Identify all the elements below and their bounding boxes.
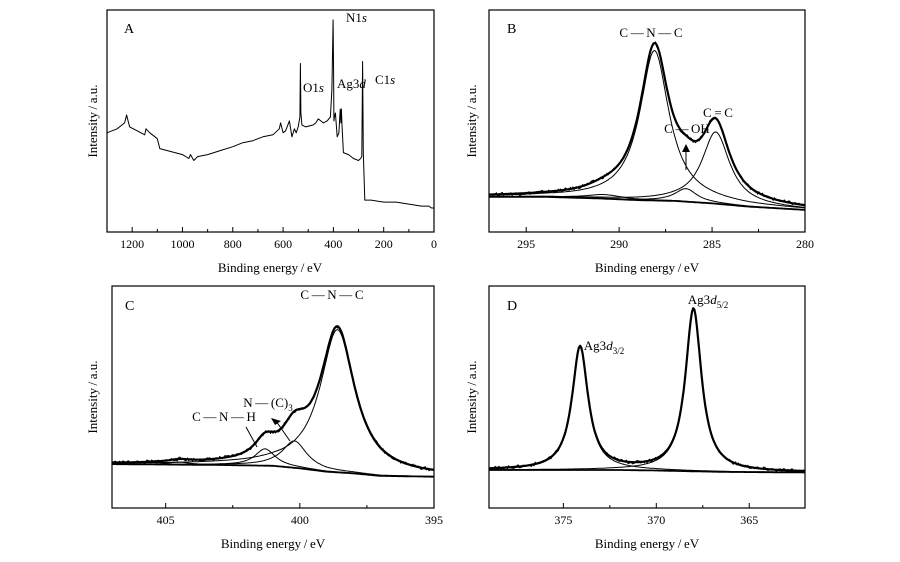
panel-b-measured-trace (488, 41, 805, 206)
panel-b-frame (488, 9, 806, 233)
panel-d-xlabel: Binding energy / eV (595, 536, 700, 551)
panel-b: B 295 290 285 280 Binding energy / eV Inten… (464, 9, 814, 275)
panel-a: A 1200 1000 800 600 400 200 0 Binding energy /… (85, 9, 437, 275)
panel-a-xtick-label-400: 400 (324, 237, 342, 251)
annotation-nc3: N — (C)3 (243, 395, 293, 413)
panel-b-xlabel: Binding energy / eV (595, 260, 700, 275)
arrow-nc3 (275, 420, 291, 442)
panel-d-background-3 (489, 469, 805, 474)
panel-b-xtick-label-290: 290 (610, 237, 628, 251)
annotation-nc3-main: N — (C) (243, 395, 288, 410)
annotation-ag3d32-main: Ag3 (584, 338, 606, 353)
panel-d-frame (488, 285, 806, 509)
panel-a-xtick-label-800: 800 (224, 237, 242, 251)
panel-c-plot: 405 400 395 (111, 325, 443, 527)
panel-d-component-0 (489, 346, 805, 473)
panel-d: D 375 370 365 Binding energy / eV Intensit… (464, 285, 806, 551)
panel-b-xtick-label-295: 295 (517, 237, 535, 251)
panel-d-ylabel: Intensity / a.u. (464, 360, 479, 433)
annotation-c1s: C1s (375, 72, 395, 87)
panel-b-component-0 (488, 50, 806, 209)
panel-b-ylabel: Intensity / a.u. (464, 84, 479, 157)
annotation-nc3-sub: 3 (288, 403, 293, 413)
panel-a-spectrum-0 (106, 19, 434, 209)
annotation-ag3d52-sub: 5/2 (717, 300, 729, 310)
panel-c-component-1 (111, 440, 434, 477)
panel-b-letter: B (507, 22, 516, 37)
panel-b-xtick-label-280: 280 (796, 237, 814, 251)
panel-c-frame (111, 285, 435, 509)
annotation-cnc-c: C — N — C (300, 287, 363, 302)
panel-a-xtick-label-200: 200 (375, 237, 393, 251)
panel-c-xtick-label-395: 395 (425, 513, 443, 527)
annotation-ag3d32-sub: 3/2 (613, 346, 625, 356)
arrowhead-nc3 (271, 418, 281, 425)
annotation-ag3d: Ag3d (337, 76, 366, 91)
panel-d-envelope-2 (488, 307, 805, 473)
panel-c: C 405 400 395 Binding energy / eV Intensit… (85, 285, 443, 551)
annotation-o1s: O1s (303, 80, 324, 95)
annotation-ag3d32-italic: d (606, 338, 613, 353)
panel-c-letter: C (125, 299, 134, 314)
panel-c-measured-trace (111, 325, 435, 472)
panel-a-xlabel: Binding energy / eV (218, 260, 323, 275)
panel-d-measured-trace (488, 308, 806, 474)
panel-c-ylabel: Intensity / a.u. (85, 360, 100, 433)
panel-a-xtick-label-1000: 1000 (170, 237, 194, 251)
panel-a-xtick-label-600: 600 (274, 237, 292, 251)
annotation-n1s: N1s (346, 10, 367, 25)
panel-d-plot: 375 370 365 (488, 307, 806, 527)
panel-c-xlabel: Binding energy / eV (221, 536, 326, 551)
panel-c-background-5 (112, 463, 434, 478)
panel-d-component-1 (489, 308, 805, 472)
annotation-cc: C = C (703, 105, 733, 120)
panel-b-background-5 (489, 195, 806, 211)
panel-b-plot: 295 290 285 280 (488, 41, 814, 251)
panel-d-xtick-label-375: 375 (554, 513, 572, 527)
panel-a-frame (106, 9, 435, 233)
leader-cnh (245, 426, 258, 448)
panel-a-ylabel: Intensity / a.u. (85, 84, 100, 157)
panel-a-xtick-label-0: 0 (431, 237, 437, 251)
arrowhead-coh (682, 144, 690, 152)
annotation-ag3d52-italic: d (710, 292, 717, 307)
annotation-cnh: C — N — H (192, 409, 256, 424)
panel-a-plot: 1200 1000 800 600 400 200 0 (106, 19, 437, 251)
annotation-ag3d52: Ag3d5/2 (688, 292, 728, 310)
panel-c-xtick-label-405: 405 (157, 513, 175, 527)
annotation-ag3d32: Ag3d3/2 (584, 338, 624, 356)
annotation-cnc-b: C — N — C (619, 25, 682, 40)
panel-b-xtick-label-285: 285 (703, 237, 721, 251)
panel-c-xtick-label-400: 400 (291, 513, 309, 527)
annotation-coh: C — OH (664, 121, 710, 136)
panel-d-xtick-label-370: 370 (647, 513, 665, 527)
annotation-ag3d52-main: Ag3 (688, 292, 710, 307)
panel-a-letter: A (124, 22, 135, 37)
panel-a-xtick-label-1200: 1200 (120, 237, 144, 251)
panel-d-letter: D (507, 299, 517, 314)
panel-d-xtick-label-365: 365 (740, 513, 758, 527)
